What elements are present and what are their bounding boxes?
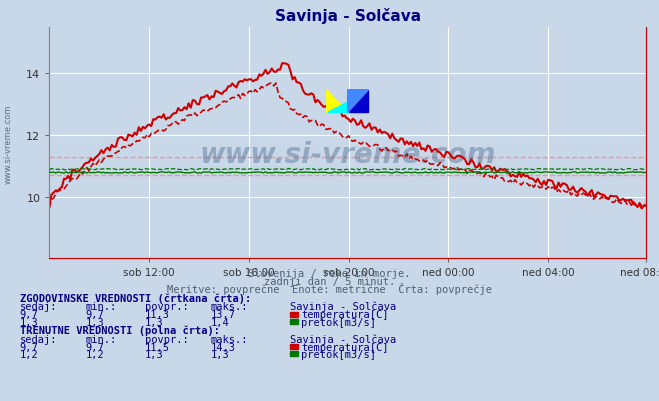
Text: www.si-vreme.com: www.si-vreme.com — [3, 105, 13, 184]
Text: www.si-vreme.com: www.si-vreme.com — [200, 141, 496, 169]
Text: 1,3: 1,3 — [145, 349, 163, 359]
Text: pretok[m3/s]: pretok[m3/s] — [301, 317, 376, 327]
Text: 14,3: 14,3 — [211, 342, 236, 352]
Polygon shape — [327, 91, 348, 113]
Text: 1,3: 1,3 — [86, 317, 104, 327]
Text: povpr.:: povpr.: — [145, 334, 188, 344]
Text: maks.:: maks.: — [211, 334, 248, 344]
Text: 11,5: 11,5 — [145, 342, 170, 352]
Text: 9,7: 9,7 — [86, 310, 104, 320]
Text: Meritve: povprečne  Enote: metrične  Črta: povprečje: Meritve: povprečne Enote: metrične Črta:… — [167, 282, 492, 294]
Text: povpr.:: povpr.: — [145, 302, 188, 312]
Text: 11,3: 11,3 — [145, 310, 170, 320]
Text: maks.:: maks.: — [211, 302, 248, 312]
Polygon shape — [348, 91, 368, 113]
Text: 1,3: 1,3 — [20, 317, 38, 327]
Text: 9,7: 9,7 — [86, 342, 104, 352]
Text: sedaj:: sedaj: — [20, 302, 57, 312]
Polygon shape — [348, 91, 368, 113]
Text: 9,7: 9,7 — [20, 342, 38, 352]
Text: pretok[m3/s]: pretok[m3/s] — [301, 349, 376, 359]
Text: Savinja - Solčava: Savinja - Solčava — [290, 301, 396, 312]
Text: 1,3: 1,3 — [211, 349, 229, 359]
Text: 9,7: 9,7 — [20, 310, 38, 320]
Text: 1,2: 1,2 — [86, 349, 104, 359]
Title: Savinja - Solčava: Savinja - Solčava — [275, 8, 420, 24]
Text: Slovenija / reke in morje.: Slovenija / reke in morje. — [248, 269, 411, 279]
Text: 1,2: 1,2 — [20, 349, 38, 359]
Text: 1,3: 1,3 — [145, 317, 163, 327]
Text: min.:: min.: — [86, 334, 117, 344]
Text: zadnji dan / 5 minut.: zadnji dan / 5 minut. — [264, 276, 395, 286]
Text: temperatura[C]: temperatura[C] — [301, 342, 389, 352]
Text: temperatura[C]: temperatura[C] — [301, 310, 389, 320]
Text: ZGODOVINSKE VREDNOSTI (črtkana črta):: ZGODOVINSKE VREDNOSTI (črtkana črta): — [20, 293, 251, 304]
Polygon shape — [327, 102, 348, 113]
Text: 1,4: 1,4 — [211, 317, 229, 327]
Text: 13,7: 13,7 — [211, 310, 236, 320]
Text: sedaj:: sedaj: — [20, 334, 57, 344]
Text: min.:: min.: — [86, 302, 117, 312]
Text: TRENUTNE VREDNOSTI (polna črta):: TRENUTNE VREDNOSTI (polna črta): — [20, 325, 219, 336]
Text: Savinja - Solčava: Savinja - Solčava — [290, 333, 396, 344]
